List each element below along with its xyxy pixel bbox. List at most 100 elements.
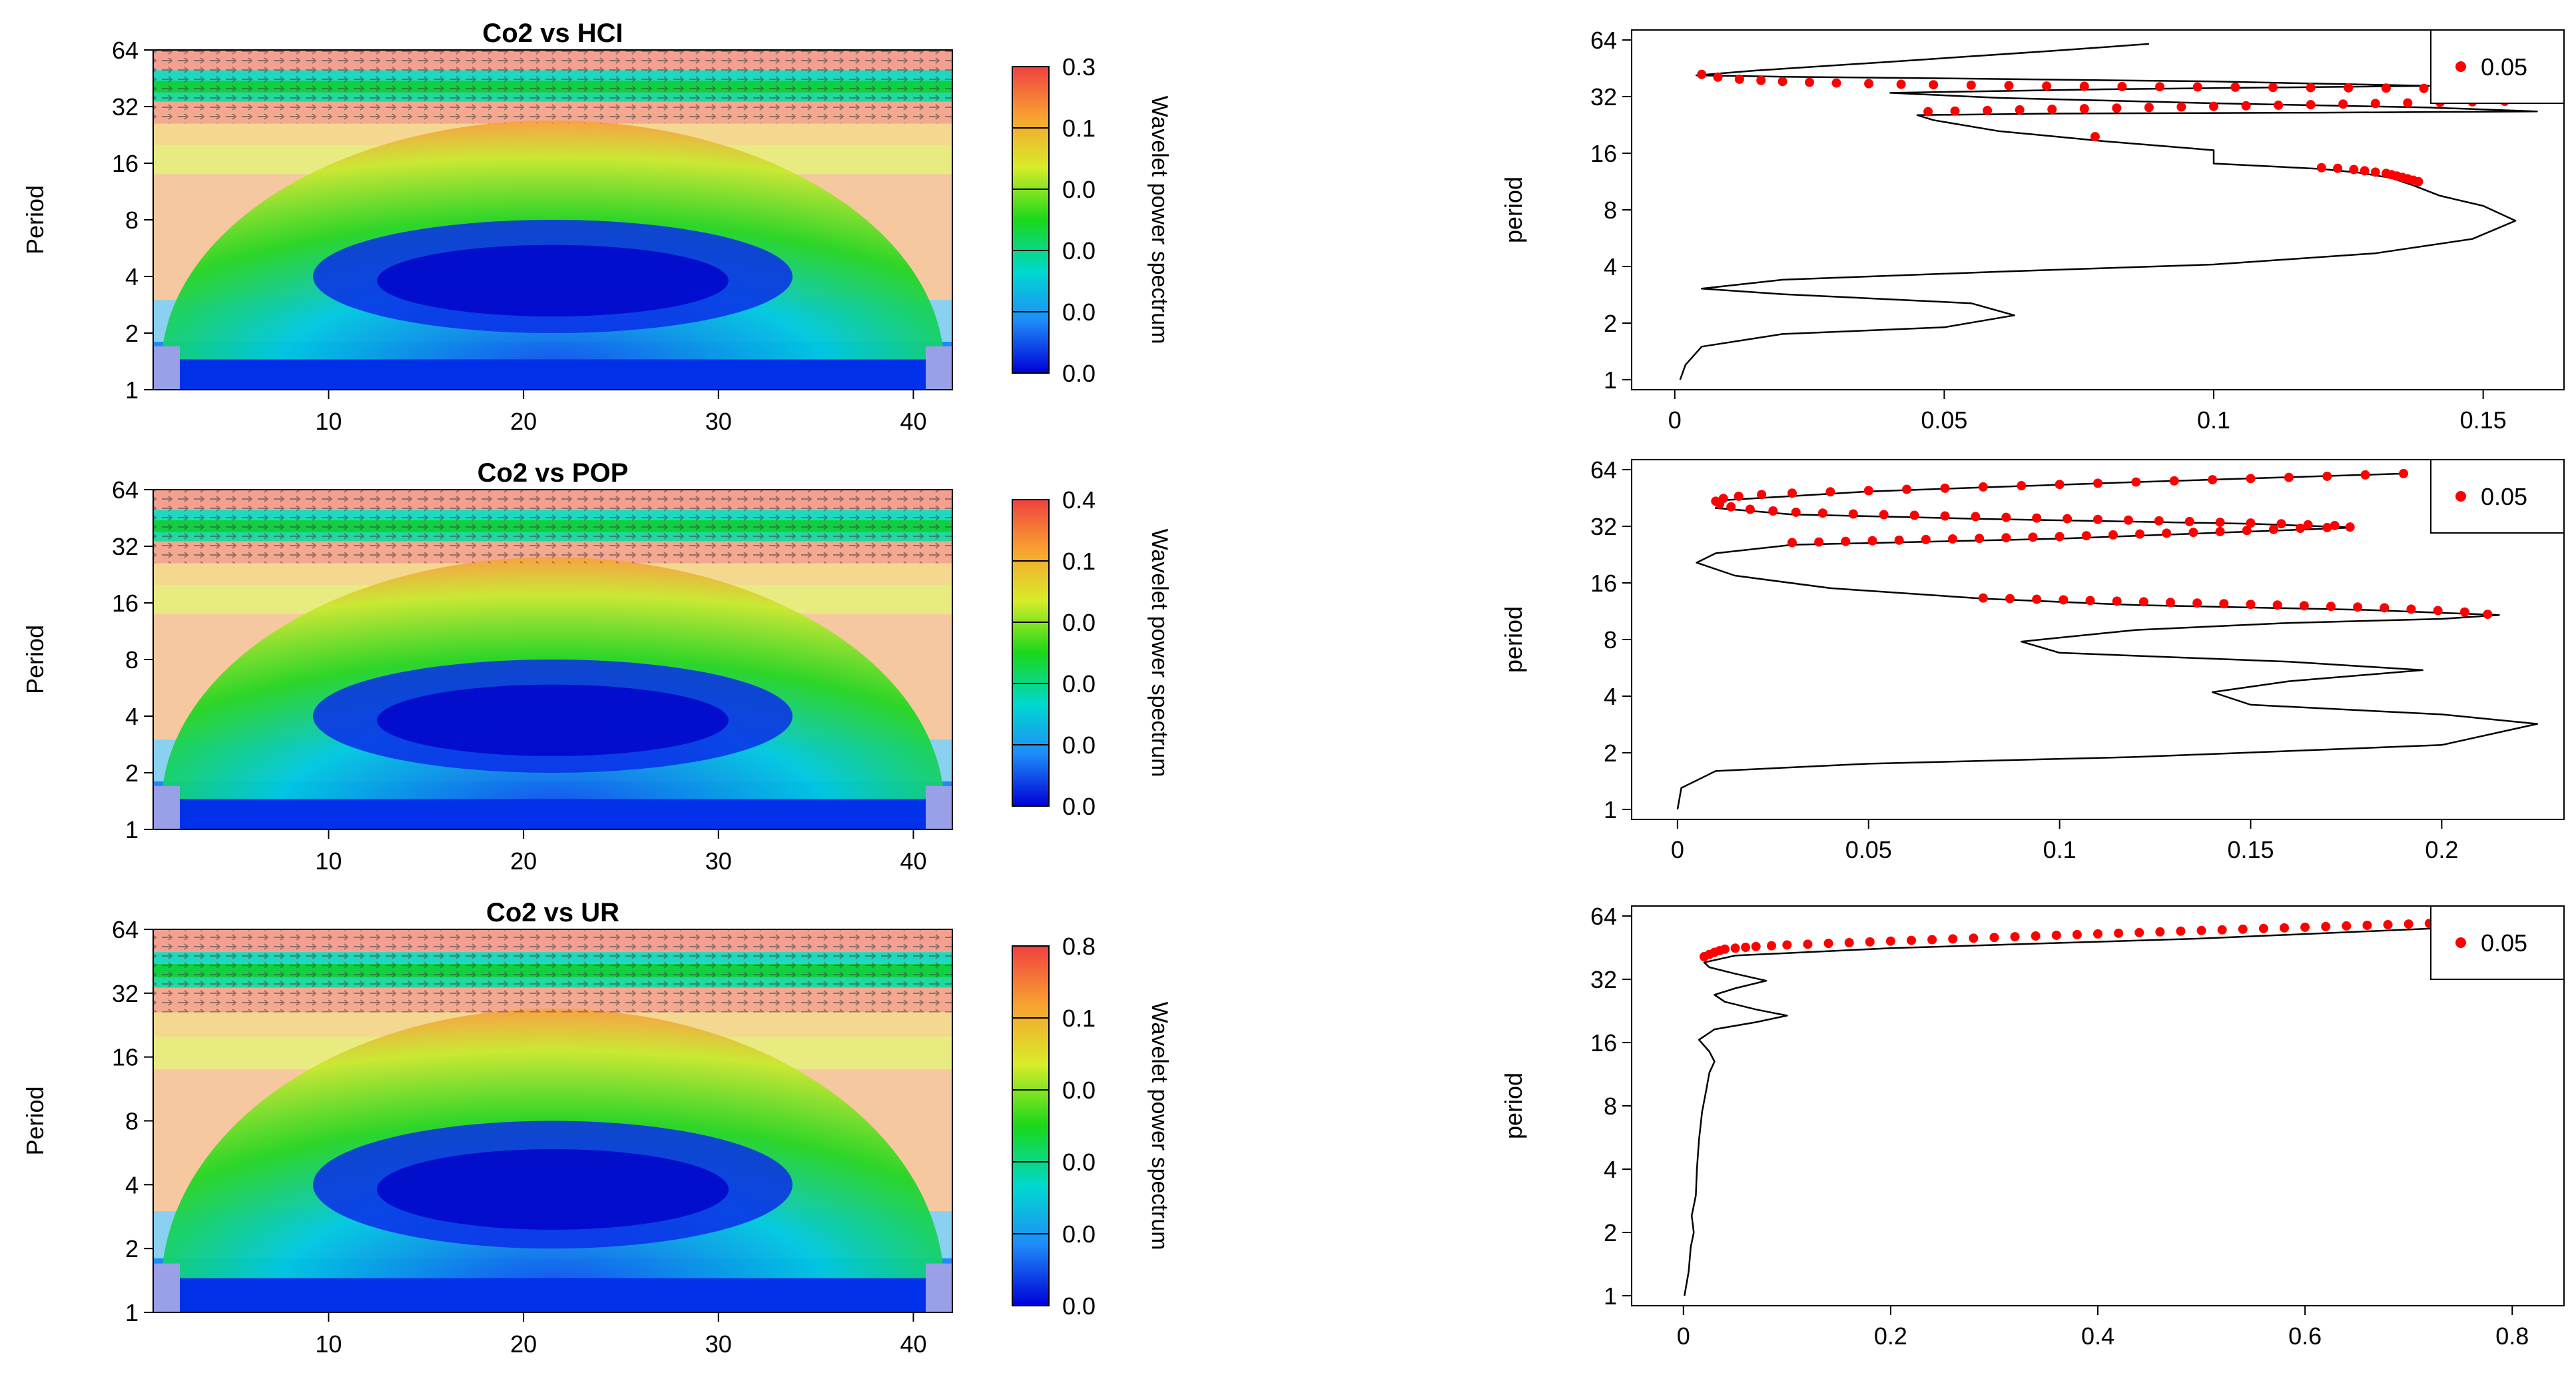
significant-point	[2031, 931, 2041, 941]
curve-line	[1679, 43, 2538, 380]
significant-point	[2079, 81, 2089, 91]
plot-area	[1684, 919, 2440, 1296]
x-tick-label: 0	[1677, 1322, 1690, 1350]
y-tick-label: 64	[1590, 903, 1617, 930]
significant-point	[2010, 932, 2020, 942]
significant-point	[2219, 599, 2229, 609]
significant-point	[1940, 511, 1950, 521]
low-power-core	[377, 244, 729, 316]
significant-point	[2399, 468, 2409, 478]
significant-point	[2154, 516, 2164, 526]
significant-point	[2081, 531, 2091, 541]
y-tick-label: 1	[125, 1299, 139, 1326]
y-tick-label: 32	[1590, 513, 1617, 540]
significant-point	[2459, 607, 2469, 617]
significant-point	[2217, 925, 2227, 935]
significant-point	[2383, 920, 2393, 930]
significant-point	[2188, 528, 2198, 538]
colorbar-tick-label: 0.0	[1062, 176, 1096, 203]
y-tick-label: 64	[1590, 27, 1617, 54]
significant-point	[2268, 524, 2278, 534]
significant-point	[2155, 82, 2165, 92]
significant-point	[2004, 81, 2014, 91]
colorbar-label: Wavelet power spectrum	[1147, 1002, 1172, 1250]
significant-point	[1741, 943, 1751, 953]
significant-point	[1730, 943, 1740, 953]
y-tick-label: 4	[125, 703, 139, 730]
colorbar-tick-label: 0.0	[1062, 237, 1096, 264]
y-tick-label: 8	[1604, 626, 1617, 654]
y-tick-label: 4	[1604, 683, 1617, 710]
significant-point	[2093, 478, 2102, 488]
y-tick-label: 32	[1590, 83, 1617, 111]
legend-marker	[2455, 937, 2466, 948]
x-tick-label: 20	[510, 847, 537, 875]
significant-point	[2241, 101, 2251, 111]
significant-point	[2299, 601, 2309, 611]
plot-area	[1679, 43, 2538, 380]
phase-arrows	[153, 929, 952, 1013]
significant-point	[2230, 82, 2240, 92]
phase-arrows	[153, 50, 952, 124]
significant-point	[1720, 944, 1730, 954]
significant-point	[2085, 596, 2095, 606]
significant-point	[2362, 920, 2372, 930]
y-axis-label: Period	[21, 625, 49, 694]
significant-point	[1966, 80, 1976, 90]
significant-point	[2380, 603, 2390, 613]
colorbar-tick-label: 0.1	[1062, 548, 1096, 575]
wavelet-heatmap	[153, 50, 952, 390]
significant-point	[1983, 105, 1993, 115]
significant-point	[1814, 537, 1824, 547]
significant-point	[2414, 177, 2423, 187]
significant-point	[1734, 74, 1744, 84]
significant-point	[2345, 522, 2355, 532]
x-tick-label: 0.05	[1845, 836, 1892, 863]
significant-point	[2215, 526, 2225, 536]
colorbar-tick-label: 0.3	[1062, 53, 1096, 81]
panel-title: Co2 vs POP	[478, 458, 629, 488]
y-tick-label: 1	[125, 376, 139, 404]
y-tick-label: 8	[125, 207, 139, 234]
x-tick-label: 20	[510, 408, 537, 435]
legend-marker	[2455, 61, 2466, 72]
significant-point	[1971, 512, 1981, 522]
colorbar-label: Wavelet power spectrum	[1147, 529, 1172, 777]
significant-point	[2028, 532, 2038, 542]
x-tick-label: 30	[705, 1330, 732, 1358]
significant-point	[2280, 923, 2289, 933]
x-tick-label: 0.8	[2495, 1322, 2529, 1350]
colorbar-tick-label: 0.0	[1062, 793, 1096, 820]
y-tick-label: 4	[125, 263, 139, 290]
y-axis-label: period	[1500, 606, 1527, 673]
plot-frame	[1631, 905, 2565, 1306]
bottom-strip	[153, 359, 952, 390]
x-tick-label: 0	[1671, 836, 1684, 863]
y-tick-label: 64	[112, 916, 139, 943]
significant-point	[1902, 484, 1912, 494]
significant-point	[2406, 604, 2416, 614]
significance-panel-1: 1 2 4 8 16 32 64 period 0 0.05 0.1 0.15 0.05	[1500, 27, 2565, 434]
significant-point	[2208, 101, 2218, 111]
significant-point	[2381, 83, 2391, 93]
significant-point	[1718, 494, 1728, 504]
legend: 0.05	[2430, 459, 2565, 534]
significant-point	[1756, 75, 1766, 85]
colorbar-gradient	[1012, 66, 1050, 374]
significant-point	[1767, 941, 1776, 951]
significant-point	[2276, 519, 2286, 529]
y-tick-label: 1	[1604, 366, 1617, 394]
significant-point	[2005, 594, 2015, 604]
colorbar-tick-label: 0.0	[1062, 731, 1096, 759]
y-tick-label: 16	[1590, 570, 1617, 597]
colorbar-tick-label: 0.0	[1062, 1220, 1096, 1248]
significant-point	[1940, 483, 1950, 493]
significance-panel-3: 1 2 4 8 16 32 64 period 0 0.2 0.4 0.6 0.8 0.05	[1500, 903, 2565, 1350]
y-tick-label: 1	[1604, 1282, 1617, 1310]
significant-point	[1726, 502, 1736, 512]
significant-point	[2093, 929, 2102, 939]
coi-corner-right	[926, 785, 952, 829]
x-tick-label: 30	[705, 847, 732, 875]
significant-point	[1864, 79, 1874, 89]
